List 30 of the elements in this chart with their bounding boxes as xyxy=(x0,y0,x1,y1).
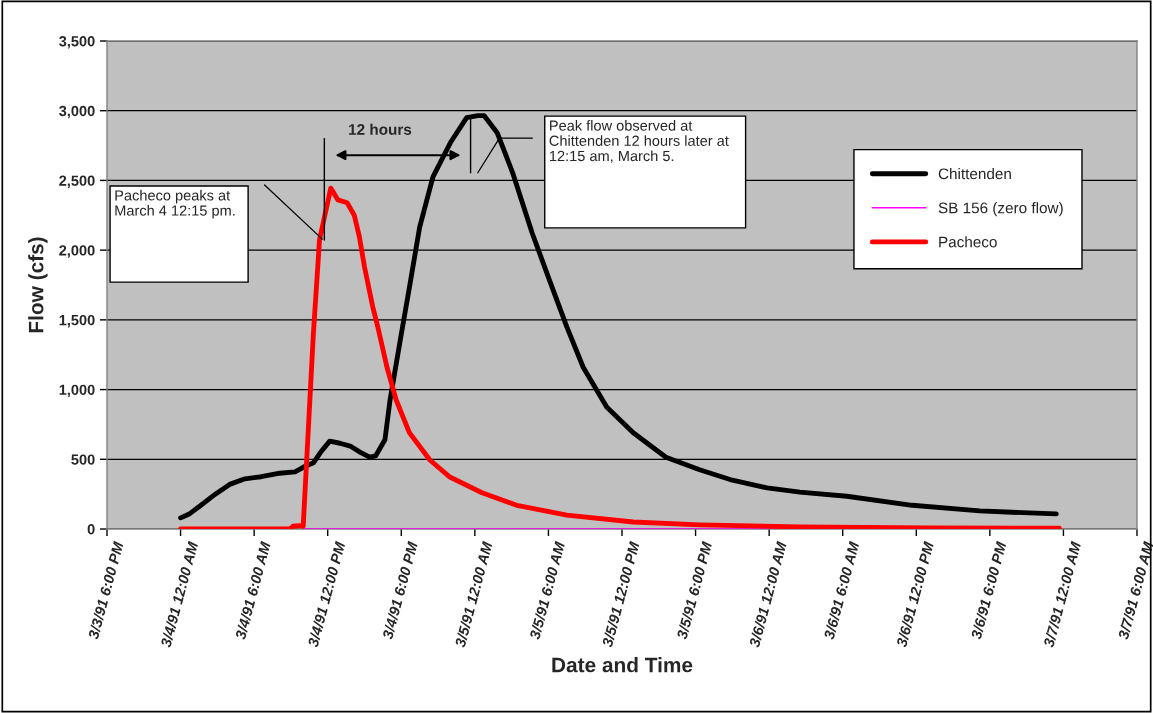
x-tick-label: 3/5/91 6:00 PM xyxy=(676,540,713,640)
y-axis-title: Flow (cfs) xyxy=(28,237,48,333)
y-tick-label: 2,000 xyxy=(59,245,95,258)
legend-label: Pacheco xyxy=(939,236,997,248)
x-tick-label: 3/6/91 6:00 PM xyxy=(970,540,1007,640)
x-tick-label: 3/4/91 6:00 PM xyxy=(381,540,419,640)
x-tick-label: 3/5/91 12:00 PM xyxy=(601,540,640,648)
x-tick-label: 3/6/91 6:00 AM xyxy=(823,540,860,641)
annotation: Peak flow observed at Chittenden 12 hours later at 12:15 am, March 5. xyxy=(549,120,729,163)
x-tick-label: 3/3/91 6:00 PM xyxy=(87,540,124,640)
x-axis-title: Date and Time xyxy=(552,657,693,673)
y-tick-label: 3,000 xyxy=(59,105,95,119)
y-tick-label: 0 xyxy=(87,524,95,535)
y-tick-label: 2,500 xyxy=(59,175,95,188)
x-tick-label: 3/4/91 12:00 PM xyxy=(307,540,346,648)
x-tick-label: 3/5/91 6:00 AM xyxy=(528,540,566,641)
x-tick-label: 3/6/91 12:00 AM xyxy=(748,540,788,648)
x-tick-label: 3/4/91 12:00 AM xyxy=(160,540,199,648)
x-tick-label: 3/6/91 12:00 PM xyxy=(895,540,935,648)
x-tick-label: 3/7/91 12:00 AM xyxy=(1042,540,1082,648)
x-tick-label: 3/5/91 12:00 AM xyxy=(454,540,493,648)
legend-label: SB 156 (zero flow) xyxy=(938,202,1063,217)
y-tick-label: 1,000 xyxy=(59,384,95,398)
annotation: Pacheco peaks at March 4 12:15 pm. xyxy=(115,189,235,219)
y-tick-label: 1,500 xyxy=(59,314,95,328)
x-tick-label: 3/4/91 6:00 AM xyxy=(234,540,272,641)
y-tick-label: 500 xyxy=(71,454,95,465)
legend-label: Chittenden xyxy=(938,167,1011,180)
y-tick-label: 3,500 xyxy=(59,36,95,49)
annotation: 12 hours xyxy=(349,123,412,135)
